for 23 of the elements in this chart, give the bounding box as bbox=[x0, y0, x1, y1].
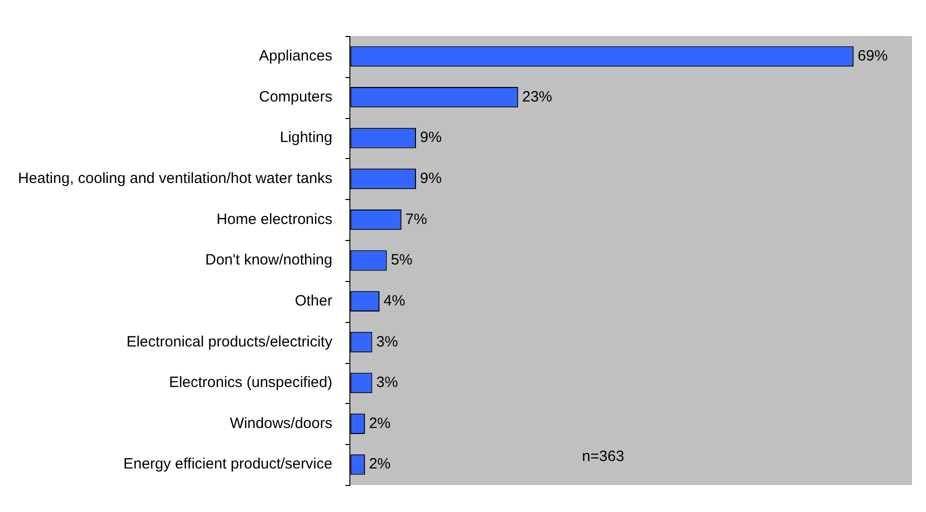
y-tick-label: Don't know/nothing bbox=[205, 252, 332, 269]
data-label: 2% bbox=[368, 414, 391, 432]
y-tick-label: Lighting bbox=[280, 129, 332, 146]
data-label: 2% bbox=[368, 456, 391, 473]
data-label: 5% bbox=[390, 252, 413, 269]
data-label: 69% bbox=[858, 48, 888, 65]
data-label: 9% bbox=[420, 170, 442, 188]
y-tick-label: Electronical products/electricity bbox=[126, 333, 333, 350]
data-label: 23% bbox=[522, 88, 552, 106]
y-tick-label: Heating, cooling and ventilation/hot water tanks bbox=[18, 170, 332, 188]
data-label: 3% bbox=[376, 374, 398, 392]
annotation: n=363 bbox=[582, 448, 624, 466]
y-tick-label: Home electronics bbox=[216, 210, 332, 228]
data-label: 4% bbox=[384, 292, 406, 310]
data-label: 7% bbox=[405, 210, 428, 228]
data-label: 3% bbox=[376, 333, 398, 350]
y-tick-label: Computers bbox=[259, 88, 332, 106]
y-tick-label: Energy efficient product/service bbox=[123, 456, 332, 473]
y-tick-label: Electronics (unspecified) bbox=[168, 374, 332, 392]
y-tick-label: Windows/doors bbox=[230, 414, 332, 432]
data-label: 9% bbox=[420, 129, 442, 146]
y-tick-label: Other bbox=[294, 292, 332, 310]
y-tick-label: Appliances bbox=[258, 48, 332, 65]
